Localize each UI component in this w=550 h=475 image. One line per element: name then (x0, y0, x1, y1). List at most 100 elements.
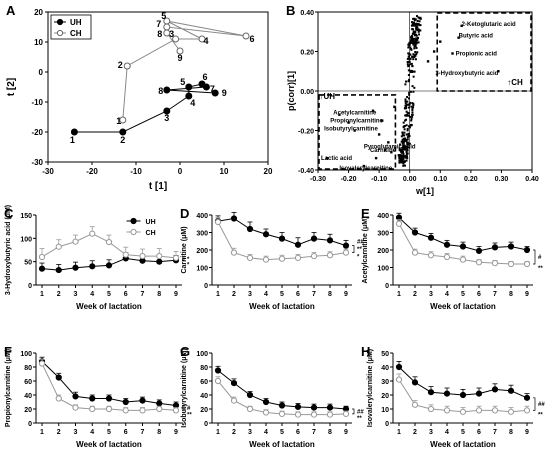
annotation-label: Butyric acid (459, 34, 494, 40)
series-uh (395, 212, 531, 254)
x-tick-label: 1 (40, 429, 44, 436)
variable-point (411, 111, 414, 114)
data-point (507, 387, 515, 394)
variable-point (377, 133, 381, 136)
data-point (38, 360, 46, 367)
y-tick-label: 0.40 (300, 10, 314, 17)
significance-mark: ** (357, 247, 362, 253)
y-tick-label: 0 (385, 421, 389, 428)
variable-cloud (325, 15, 500, 168)
x-tick-label: 0 (178, 167, 183, 176)
variable-point (401, 154, 404, 157)
series-line (41, 363, 177, 411)
point-label: 3 (169, 29, 174, 39)
x-tick-label: 8 (328, 291, 332, 298)
data-point (491, 407, 499, 414)
y-tick-label: 80 (200, 365, 208, 372)
x-tick-label: 3 (248, 291, 252, 298)
y-tick-label: 0 (39, 68, 44, 77)
y-axis-title: Isovalerylcarnitine (μM) (367, 349, 374, 427)
data-point (507, 408, 515, 415)
variable-point (411, 109, 414, 112)
variable-point (403, 131, 406, 134)
data-point (214, 367, 222, 374)
series-line-ch (122, 20, 247, 121)
data-point (326, 252, 334, 259)
variable-point (415, 37, 418, 40)
variable-point (412, 42, 415, 45)
data-point (55, 243, 62, 250)
series-ch (38, 226, 180, 262)
data-point (156, 400, 163, 407)
data-point (342, 249, 350, 256)
data-point (156, 258, 163, 265)
variable-point (414, 23, 417, 26)
x-tick-label: -30 (42, 167, 54, 176)
variable-point (407, 74, 410, 77)
variable-point (406, 100, 409, 103)
variable-point (412, 22, 415, 25)
variable-point (409, 58, 412, 61)
data-point (459, 256, 467, 263)
y-tick-label: 60 (200, 379, 208, 386)
x-tick-label: 1 (397, 429, 401, 436)
series-ch (395, 218, 531, 268)
annotation-label: 2-Ketoglutaric acid (462, 22, 516, 28)
x-tick-label: 5 (280, 429, 284, 436)
series-uh (214, 211, 350, 249)
variable-point (411, 85, 414, 88)
data-point (89, 405, 96, 413)
variable-point (406, 111, 409, 114)
variable-point (408, 91, 411, 94)
data-point (294, 403, 302, 410)
panel-b: -0.30 -0.20 -0.10 0.00 0.10 0.20 0.30 0.40 -0.40… (286, 10, 539, 196)
variable-point (408, 126, 411, 129)
y-axis-title: Carnitine (μM) (181, 226, 188, 273)
variable-point (412, 58, 415, 61)
significance-mark: # (538, 255, 542, 261)
variable-point (411, 107, 414, 110)
uh-box (318, 94, 397, 170)
variable-point (406, 61, 409, 64)
data-point (246, 225, 254, 233)
data-point (105, 262, 113, 269)
variable-point (401, 131, 404, 134)
variable-point (399, 143, 402, 146)
variable-point (353, 129, 356, 132)
data-point (72, 404, 79, 411)
annotation-label: ↑UH (320, 92, 336, 101)
y-tick-label: 20 (34, 8, 43, 17)
data-point (55, 395, 62, 402)
variable-point (419, 17, 422, 20)
variable-point (411, 64, 414, 67)
data-point (427, 252, 435, 259)
panel-letter-f: F (4, 344, 12, 359)
variable-point (412, 39, 415, 42)
x-tick-label: -20 (86, 167, 98, 176)
data-point (326, 411, 334, 418)
variable-point (410, 62, 413, 65)
panel-letter-b: B (286, 3, 295, 18)
x-tick-label: -0.10 (371, 176, 387, 183)
variable-point (417, 41, 420, 44)
x-tick-label: 4 (445, 429, 449, 436)
annotation-label: Isovalerylcarnitine (339, 166, 392, 172)
legend-label: CH (70, 29, 82, 38)
legend-marker (56, 29, 64, 37)
data-point (122, 398, 129, 406)
variable-point (403, 134, 406, 137)
variable-point (409, 69, 412, 72)
x-axis-title: Week of lactation (430, 440, 496, 449)
y-tick-label: -30 (31, 158, 43, 167)
significance-mark: * (187, 262, 190, 268)
x-tick-label: -10 (130, 167, 142, 176)
variable-point (460, 24, 463, 28)
variable-point (411, 23, 414, 26)
variable-point (401, 151, 404, 154)
variable-point (399, 157, 402, 160)
legend: UH CH (50, 14, 92, 40)
significance-mark: ** (538, 266, 543, 272)
y-tick-label: 100 (20, 351, 32, 358)
data-point (507, 260, 515, 268)
variable-point (404, 156, 407, 159)
